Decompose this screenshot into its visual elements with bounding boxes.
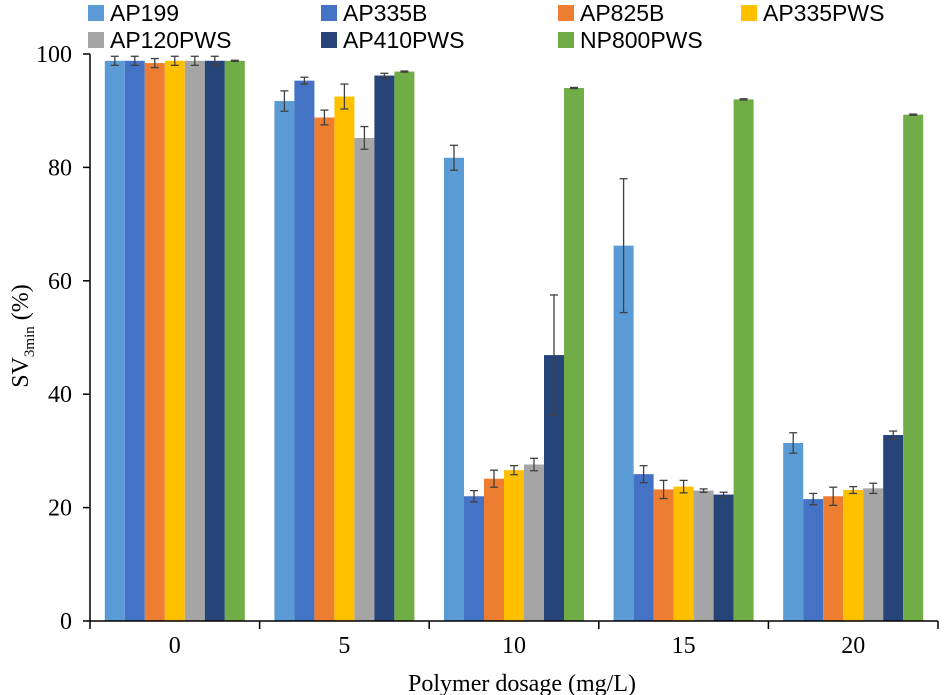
- bar-AP199-5: [274, 101, 295, 622]
- y-axis-label-subscript: 3min: [22, 326, 38, 357]
- legend-swatch-AP825B: [558, 5, 574, 21]
- bar-NP800PWS-10: [564, 88, 584, 621]
- legend-swatch-AP335PWS: [741, 5, 757, 21]
- legend-label-AP120PWS: AP120PWS: [110, 27, 231, 53]
- y-tick-label-40: 40: [48, 382, 72, 408]
- bar-AP335B-20: [803, 499, 824, 621]
- y-axis-label-suffix: (%): [8, 284, 34, 326]
- bar-AP335B-0: [124, 60, 145, 621]
- legend-swatch-AP335B: [321, 5, 337, 21]
- y-tick-label-80: 80: [48, 155, 72, 181]
- legend-swatch-NP800PWS: [558, 32, 574, 48]
- bar-AP335B-10: [464, 496, 484, 621]
- bar-NP800PWS-20: [903, 114, 924, 621]
- bar-NP800PWS-5: [394, 71, 415, 621]
- bar-AP335PWS-15: [673, 486, 694, 621]
- bar-AP120PWS-5: [354, 137, 375, 621]
- x-tick-label-10: 10: [502, 633, 526, 659]
- legend-label-NP800PWS: NP800PWS: [580, 27, 703, 53]
- bar-AP199-10: [444, 157, 464, 622]
- bar-NP800PWS-15: [733, 99, 754, 622]
- bar-AP410PWS-10: [544, 355, 564, 621]
- y-tick-label-100: 100: [36, 42, 72, 68]
- bar-AP825B-0: [144, 63, 165, 621]
- legend-swatch-AP410PWS: [321, 32, 337, 48]
- bar-AP199-20: [783, 442, 804, 621]
- legend-label-AP825B: AP825B: [580, 0, 664, 26]
- bar-AP825B-15: [653, 489, 674, 621]
- bar-AP825B-5: [314, 117, 335, 621]
- error-bars-group: [110, 55, 918, 506]
- bar-AP825B-10: [484, 478, 504, 621]
- bar-AP410PWS-20: [883, 435, 904, 621]
- bar-AP335PWS-5: [334, 96, 355, 621]
- x-tick-label-0: 0: [169, 633, 181, 659]
- bar-AP335PWS-20: [843, 490, 864, 621]
- bar-AP335PWS-10: [504, 470, 524, 621]
- bars-group: [104, 60, 924, 622]
- bar-AP335PWS-0: [164, 60, 185, 621]
- bar-AP120PWS-15: [693, 490, 714, 621]
- x-tick-label-15: 15: [672, 633, 696, 659]
- axes-group: 0 20 40 60 80 100 0 5 10 15 20: [36, 42, 939, 659]
- bar-AP335B-5: [294, 80, 315, 622]
- bar-AP120PWS-10: [524, 464, 544, 621]
- y-axis-label: SV3min (%): [8, 284, 38, 388]
- y-tick-label-20: 20: [48, 496, 72, 522]
- x-tick-label-5: 5: [338, 633, 350, 659]
- y-tick-label-60: 60: [48, 269, 72, 295]
- legend-label-AP410PWS: AP410PWS: [343, 27, 464, 53]
- bar-AP120PWS-20: [863, 488, 884, 621]
- bar-AP410PWS-0: [204, 60, 225, 621]
- legend-label-AP199: AP199: [110, 0, 179, 26]
- bar-AP199-0: [104, 60, 125, 621]
- legend-swatch-AP199: [88, 5, 104, 21]
- y-axis-label-main: SV: [8, 356, 34, 387]
- legend-label-AP335B: AP335B: [343, 0, 427, 26]
- bar-AP120PWS-0: [184, 60, 205, 621]
- bar-NP800PWS-0: [224, 60, 245, 621]
- bar-AP199-15: [613, 245, 634, 621]
- bar-AP410PWS-15: [713, 494, 734, 621]
- y-tick-label-0: 0: [60, 609, 72, 635]
- x-axis-label: Polymer dosage (mg/L): [408, 671, 636, 695]
- legend-label-AP335PWS: AP335PWS: [763, 0, 884, 26]
- bar-AP335B-15: [633, 474, 654, 621]
- legend: AP199 AP335B AP825B AP335PWS AP120PWS AP410PW…: [88, 0, 884, 53]
- bar-AP825B-20: [823, 496, 844, 621]
- x-tick-label-20: 20: [841, 633, 865, 659]
- bar-AP410PWS-5: [374, 75, 395, 621]
- legend-swatch-AP120PWS: [88, 32, 104, 48]
